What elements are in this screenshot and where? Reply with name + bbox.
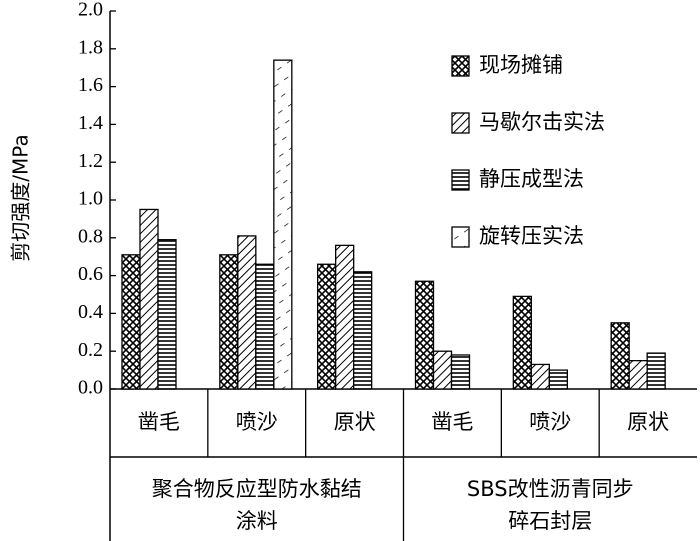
bar bbox=[450, 354, 471, 390]
category-label: 喷沙 bbox=[529, 410, 571, 434]
legend-label: 马歇尔击实法 bbox=[479, 110, 605, 134]
group-label-line: 聚合物反应型防水黏结 bbox=[152, 477, 362, 501]
legend-label: 静压成型法 bbox=[479, 167, 584, 191]
bar bbox=[255, 263, 275, 390]
bar bbox=[353, 271, 373, 390]
legend-label: 现场摊铺 bbox=[479, 53, 563, 77]
legend-swatch bbox=[451, 169, 470, 191]
y-axis-label: 剪切强度/MPa bbox=[9, 134, 33, 261]
bar bbox=[628, 359, 648, 390]
bar bbox=[432, 350, 453, 390]
group-label-line: SBS改性沥青同步 bbox=[467, 477, 634, 501]
y-tick-label: 0.0 bbox=[78, 377, 103, 399]
group-label-line: 涂料 bbox=[236, 509, 278, 533]
y-tick-label: 1.0 bbox=[78, 188, 103, 210]
bar bbox=[548, 369, 568, 390]
category-label: 喷沙 bbox=[236, 410, 278, 434]
y-tick-label: 1.6 bbox=[78, 74, 103, 96]
bar bbox=[219, 254, 239, 390]
category-label: 凿毛 bbox=[138, 410, 180, 434]
y-tick-label: 1.4 bbox=[78, 112, 103, 134]
legend-label: 旋转压实法 bbox=[479, 224, 584, 248]
y-tick-label: 0.6 bbox=[78, 263, 103, 285]
bar bbox=[414, 280, 435, 390]
bar bbox=[121, 254, 141, 390]
category-label: 原状 bbox=[627, 410, 669, 434]
bar bbox=[646, 352, 666, 390]
y-tick-label: 2.0 bbox=[78, 0, 103, 21]
y-tick-label: 0.2 bbox=[78, 339, 103, 361]
bar bbox=[157, 239, 177, 390]
category-label: 凿毛 bbox=[431, 410, 473, 434]
bar bbox=[317, 263, 337, 390]
legend-swatch bbox=[451, 112, 470, 134]
y-tick-label: 1.8 bbox=[78, 36, 103, 58]
y-tick-label: 0.4 bbox=[78, 301, 103, 323]
category-label: 原状 bbox=[334, 410, 376, 434]
bar bbox=[335, 244, 355, 390]
bar bbox=[273, 59, 293, 390]
bar bbox=[139, 208, 159, 390]
group-label-line: 碎石封层 bbox=[508, 509, 592, 533]
y-tick-label: 0.8 bbox=[78, 225, 103, 247]
bar bbox=[610, 322, 630, 390]
bars bbox=[121, 59, 666, 390]
bar bbox=[530, 363, 550, 390]
legend-swatch bbox=[451, 55, 470, 77]
y-tick-label: 1.2 bbox=[78, 150, 103, 172]
bar bbox=[512, 295, 532, 390]
bar bbox=[237, 235, 257, 390]
y-axis: 0.0 0.2 0.4 0.6 0.8 1.0 1.2 1.4 1.6 1.8 2.0 bbox=[78, 0, 116, 399]
legend-swatch bbox=[451, 226, 470, 248]
